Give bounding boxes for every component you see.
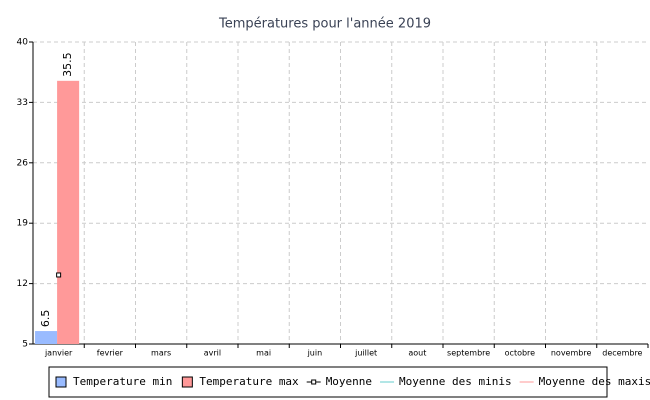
x-tick-label: fevrier — [97, 349, 124, 358]
chart-title: Températures pour l'année 2019 — [218, 17, 431, 32]
data-label: 6.5 — [39, 310, 52, 328]
legend-label: Moyenne des minis — [399, 375, 512, 388]
x-tick-label: novembre — [551, 349, 592, 358]
x-tick-label: mars — [151, 349, 171, 358]
x-tick-label: septembre — [447, 349, 490, 358]
x-tick-label: juillet — [354, 349, 377, 358]
y-tick-label: 19 — [17, 219, 29, 229]
y-tick-label: 5 — [22, 340, 28, 350]
x-tick-label: aout — [408, 349, 426, 358]
legend-label: Moyenne des maxis — [539, 375, 650, 388]
marker — [56, 272, 62, 278]
legend-box — [48, 366, 608, 398]
legend-label: Temperature min — [73, 375, 172, 388]
data-label: 35.5 — [61, 52, 74, 77]
x-tick-label: juin — [307, 349, 323, 358]
legend-marker — [311, 379, 317, 385]
legend-swatch — [55, 376, 67, 388]
y-tick-label: 12 — [17, 279, 28, 289]
y-tick-label: 26 — [17, 158, 29, 168]
x-tick-label: octobre — [505, 349, 536, 358]
bar — [35, 331, 58, 344]
legend-swatch — [181, 376, 193, 388]
legend-label: Temperature max — [199, 375, 299, 388]
y-tick-label: 40 — [17, 38, 29, 48]
x-tick-label: mai — [256, 349, 271, 358]
legend-label: Moyenne — [326, 375, 372, 388]
y-tick-label: 33 — [17, 98, 28, 108]
x-tick-label: avril — [204, 349, 221, 358]
bar — [57, 80, 80, 344]
x-tick-label: janvier — [44, 349, 73, 358]
x-tick-label: decembre — [602, 349, 642, 358]
